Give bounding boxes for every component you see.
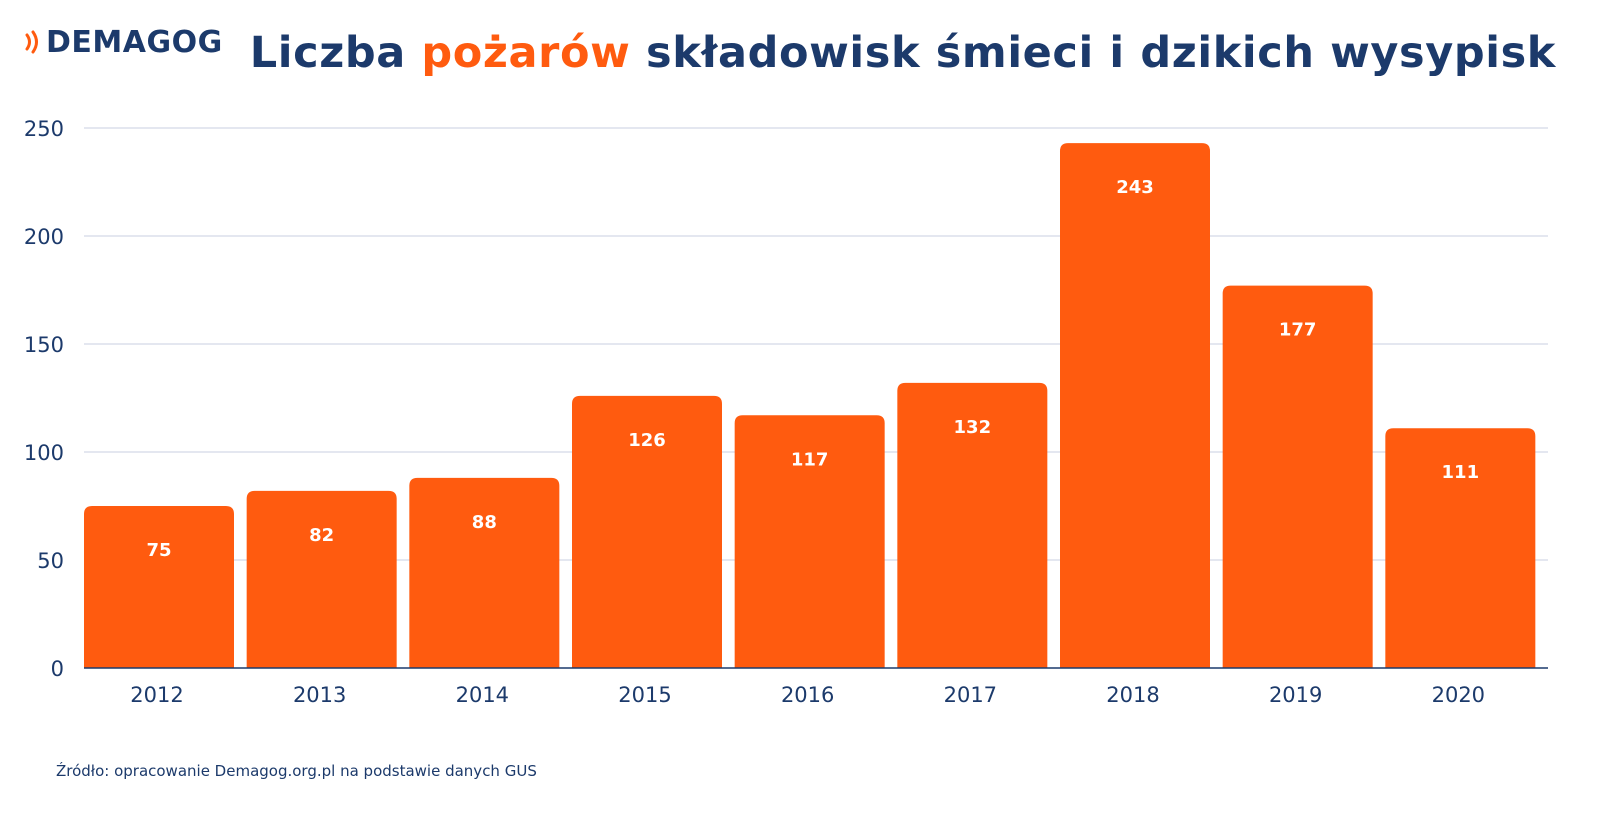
x-tick-label: 2013 xyxy=(293,683,346,707)
y-tick-label: 150 xyxy=(24,333,64,357)
signal-waves-icon xyxy=(25,30,38,54)
bar-2014 xyxy=(409,477,560,668)
data-label: 75 xyxy=(146,540,171,561)
y-axis: 0 50 100 150 200 250 xyxy=(24,117,64,681)
title-highlight: pożarów xyxy=(421,28,631,78)
data-label: 126 xyxy=(628,430,666,451)
x-tick-label: 2020 xyxy=(1432,683,1485,707)
data-label: 243 xyxy=(1116,177,1154,198)
x-tick-label: 2018 xyxy=(1106,683,1159,707)
bar-2018 xyxy=(1060,143,1210,668)
data-label: 177 xyxy=(1279,320,1317,341)
brand-name: DEMAGOG xyxy=(46,24,223,60)
bar-2016 xyxy=(734,415,885,668)
bar-2019 xyxy=(1222,285,1373,668)
y-tick-label: 250 xyxy=(24,117,64,141)
data-label: 82 xyxy=(309,525,334,546)
x-tick-label: 2015 xyxy=(618,683,671,707)
data-label: 117 xyxy=(791,449,829,470)
x-tick-label: 2012 xyxy=(130,683,183,707)
source-note: Źródło: opracowanie Demagog.org.pl na po… xyxy=(56,762,537,780)
x-tick-label: 2016 xyxy=(781,683,834,707)
title-part-before: Liczba xyxy=(249,28,422,78)
brand-logo: DEMAGOG xyxy=(24,22,223,62)
bar-2015 xyxy=(572,395,722,668)
x-axis: 2012 2013 2014 2015 2016 2017 2018 2019 2020 xyxy=(84,667,1548,707)
x-tick-label: 2014 xyxy=(456,683,509,707)
y-tick-label: 100 xyxy=(24,441,64,465)
bar-2012 xyxy=(84,506,234,668)
y-tick-label: 0 xyxy=(51,657,64,681)
x-tick-label: 2019 xyxy=(1269,683,1322,707)
data-label: 88 xyxy=(472,512,497,533)
data-label: 111 xyxy=(1442,462,1480,483)
bars: 75 82 88 126 117 132 243 177 111 xyxy=(84,143,1536,668)
bar-2017 xyxy=(897,382,1048,668)
bar-2020 xyxy=(1385,428,1536,668)
x-tick-label: 2017 xyxy=(944,683,997,707)
data-label: 132 xyxy=(954,417,992,438)
y-tick-label: 50 xyxy=(37,549,64,573)
y-tick-label: 200 xyxy=(24,225,64,249)
bar-2013 xyxy=(246,490,397,668)
chart-title: Liczba pożarów składowisk śmieci i dziki… xyxy=(250,28,1556,78)
title-part-after: składowisk śmieci i dzikich wysypisk xyxy=(630,28,1556,78)
